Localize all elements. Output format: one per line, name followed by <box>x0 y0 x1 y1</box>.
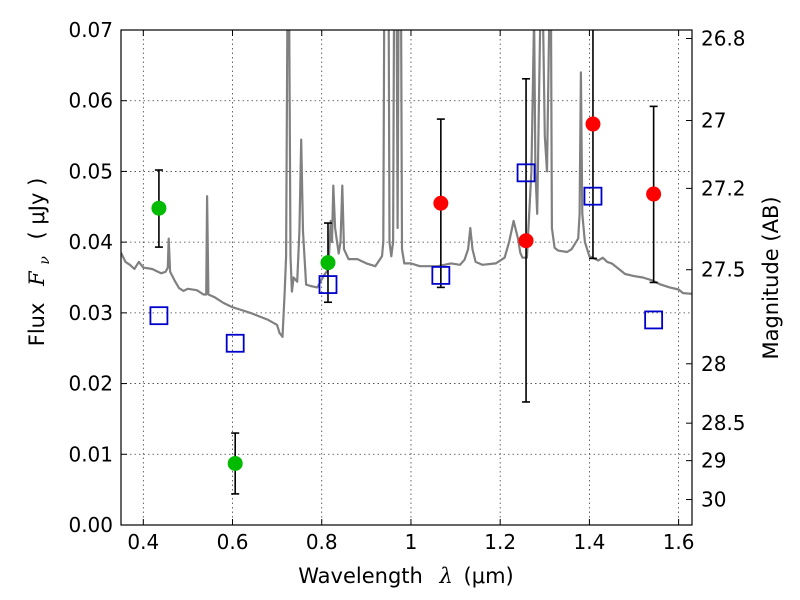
photometry-point <box>585 116 601 132</box>
photometry-point <box>518 233 534 249</box>
y2-tick-label: 30 <box>701 488 726 512</box>
x-tick-label: 0.4 <box>127 530 159 554</box>
x-axis-label-prefix: Wavelength <box>298 564 423 588</box>
x-tick-label: 1.6 <box>663 530 695 554</box>
y-axis-label-subscript: ν <box>37 256 53 265</box>
y-axis-label-symbol: F <box>25 270 49 287</box>
y2-tick-label: 27.5 <box>701 258 746 282</box>
y2-tick-label: 28.5 <box>701 411 746 435</box>
y-tick-label: 0.00 <box>68 513 113 537</box>
y2-axis-label: Magnitude (AB) <box>759 196 783 359</box>
y-tick-label: 0.06 <box>68 89 113 113</box>
y-axis-label-prefix: Flux <box>25 303 49 347</box>
x-tick-label: 0.8 <box>306 530 338 554</box>
model-flux-square <box>431 265 451 285</box>
grid-lines <box>121 29 692 526</box>
y2-tick-label: 26.8 <box>701 26 746 50</box>
photometry-point <box>151 200 167 216</box>
x-tick-label: 1.2 <box>484 530 516 554</box>
x-tick-label: 0.6 <box>217 530 249 554</box>
model-flux-square <box>225 333 245 353</box>
model-flux-square <box>149 306 169 326</box>
x-tick-label: 1 <box>405 530 418 554</box>
y-tick-label: 0.05 <box>68 159 113 183</box>
photometry-point <box>227 455 243 471</box>
axes-frame <box>120 29 693 526</box>
axis-ticks: 0.4 0.6 0.8 1 1.2 1.4 1.6 0.00 0.01 0.02 0.03 0.04 0… <box>68 18 745 554</box>
y-tick-label: 0.03 <box>68 301 113 325</box>
model-flux-square <box>318 275 338 294</box>
model-spectrum-line <box>121 30 692 338</box>
y-tick-label: 0.07 <box>68 18 113 42</box>
model-flux-square <box>516 163 536 183</box>
photometry-point <box>646 186 662 202</box>
y-axis-label: Flux F ν ( μJy ) <box>25 178 54 347</box>
plot-area <box>121 30 692 495</box>
y2-tick-label: 29 <box>701 449 726 473</box>
model-flux-square <box>583 186 603 206</box>
x-axis-label-symbol: λ <box>439 564 453 588</box>
y2-tick-label: 28 <box>701 352 726 376</box>
x-axis-label-units: (μm) <box>464 564 514 588</box>
y-tick-label: 0.01 <box>68 442 113 466</box>
x-tick-label: 1.4 <box>573 530 605 554</box>
photometry-point <box>433 195 449 211</box>
x-axis-label: Wavelength λ (μm) <box>298 564 513 588</box>
y2-tick-label: 27.2 <box>701 176 746 200</box>
y-axis-label-units: ( μJy ) <box>25 178 49 240</box>
y2-tick-label: 27 <box>701 109 726 133</box>
y-tick-label: 0.04 <box>68 230 113 254</box>
y-tick-label: 0.02 <box>68 372 113 396</box>
model-flux-square <box>644 310 664 330</box>
photometry-point <box>320 255 336 271</box>
